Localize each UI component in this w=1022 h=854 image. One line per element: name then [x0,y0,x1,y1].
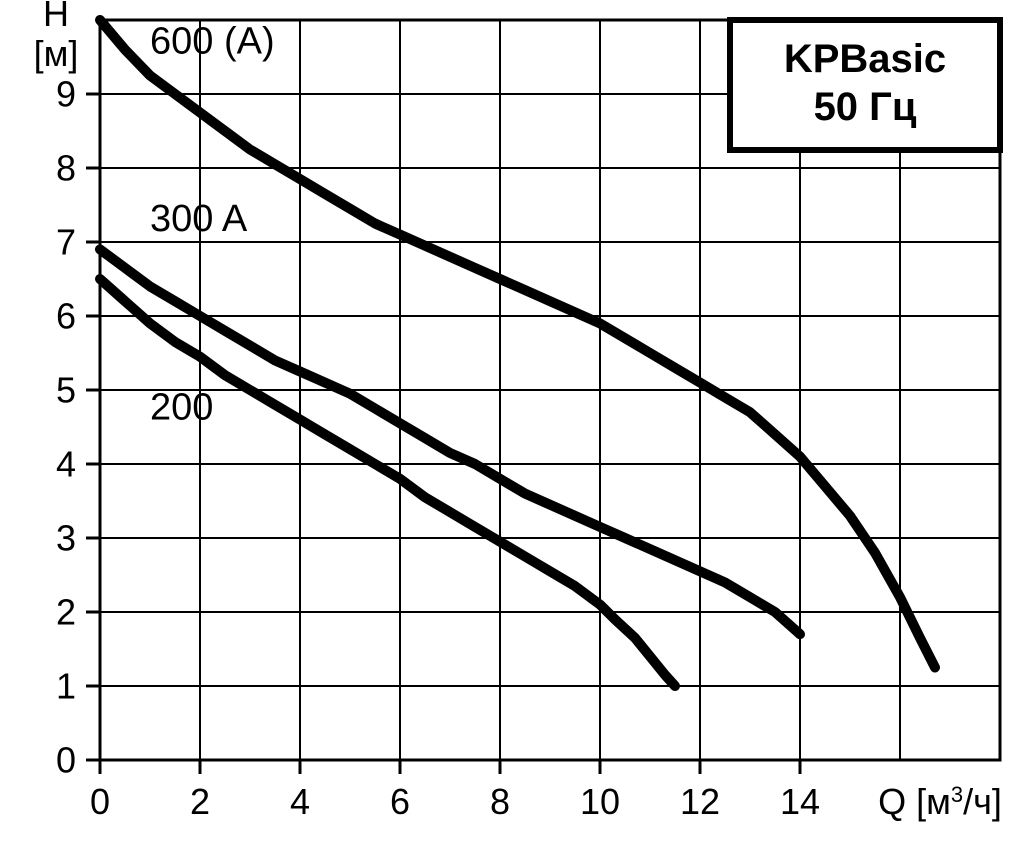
y-tick-label: 9 [56,74,76,115]
x-tick-label: 0 [90,781,110,822]
y-tick-label: 1 [56,666,76,707]
y-tick-label: 0 [56,740,76,781]
x-tick-label: 2 [190,781,210,822]
x-tick-label: 6 [390,781,410,822]
x-axis-title: Q [м3/ч] [878,781,1002,822]
y-tick-label: 2 [56,592,76,633]
y-tick-label: 7 [56,222,76,263]
x-tick-label: 4 [290,781,310,822]
series-label-600-(A): 600 (A) [150,20,275,62]
series-label-300-A: 300 A [150,198,248,240]
x-tick-label: 12 [680,781,720,822]
y-tick-label: 8 [56,148,76,189]
x-tick-label: 10 [580,781,620,822]
y-tick-label: 3 [56,518,76,559]
y-tick-label: 4 [56,444,76,485]
y-axis-title-line1: H [43,0,69,34]
chart-canvas: 024681012140123456789H[м]Q [м3/ч]600 (A)… [0,0,1022,854]
y-tick-label: 6 [56,296,76,337]
x-tick-label: 8 [490,781,510,822]
y-axis-title-line2: [м] [34,33,79,74]
x-tick-label: 14 [780,781,820,822]
title-box-line2: 50 Гц [814,85,917,129]
y-tick-label: 5 [56,370,76,411]
pump-chart: 024681012140123456789H[м]Q [м3/ч]600 (A)… [0,0,1022,854]
title-box-line1: KPBasic [784,37,946,81]
series-label-200: 200 [150,387,213,429]
